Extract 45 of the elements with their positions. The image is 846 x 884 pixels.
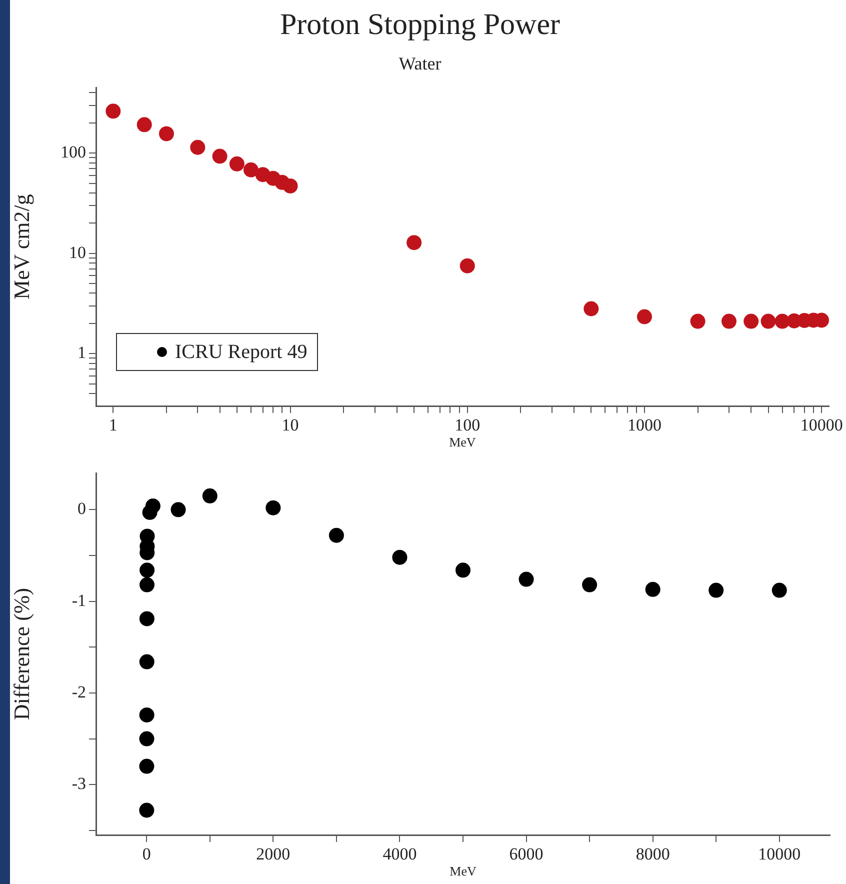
point <box>645 582 660 597</box>
x-tick-label: 100 <box>454 416 480 435</box>
point <box>456 562 470 578</box>
chart-title: Proton Stopping Power <box>280 8 560 41</box>
y-tick-label: 10 <box>69 242 86 262</box>
x-tick-label: 6000 <box>509 844 544 864</box>
point <box>140 562 155 578</box>
x-tick-label: 0 <box>142 844 151 864</box>
x-tick-label: 10 <box>282 416 299 435</box>
point <box>139 758 154 774</box>
x-tick-label: 10000 <box>758 844 801 864</box>
point <box>708 582 724 598</box>
point <box>582 577 598 592</box>
point <box>139 654 154 670</box>
point <box>202 488 218 504</box>
point <box>140 577 154 592</box>
x-tick-label: 10000 <box>800 416 843 435</box>
x-axis-title: MeV <box>450 864 477 879</box>
x-tick-label: 1 <box>108 416 118 435</box>
point <box>266 500 281 516</box>
point <box>139 731 154 746</box>
y-tick-label: -2 <box>72 682 86 702</box>
point <box>139 802 154 818</box>
point <box>139 611 154 626</box>
y-tick-label: 100 <box>60 142 86 162</box>
legend-label: ICRU Report 49 <box>175 340 308 364</box>
point <box>392 550 408 565</box>
x-tick-label: 1000 <box>627 416 662 435</box>
y-tick-label: 1 <box>78 343 86 362</box>
point <box>145 498 160 514</box>
point <box>328 528 344 543</box>
x-tick-label: 4000 <box>382 844 417 864</box>
x-tick-label: 8000 <box>636 844 670 864</box>
point <box>518 572 534 587</box>
y-axis-title: MeV cm2/g <box>8 194 34 300</box>
y-tick-label: -1 <box>72 590 86 610</box>
point <box>139 707 154 722</box>
y-axis-title: Difference (%) <box>8 588 34 720</box>
point <box>170 502 186 518</box>
chart-subtitle: Water <box>398 54 442 74</box>
x-axis-title: MeV <box>449 434 476 450</box>
y-tick-label: 0 <box>78 499 86 518</box>
x-tick-label: 2000 <box>256 844 290 864</box>
point <box>772 582 787 598</box>
y-tick-label: -3 <box>72 774 86 794</box>
